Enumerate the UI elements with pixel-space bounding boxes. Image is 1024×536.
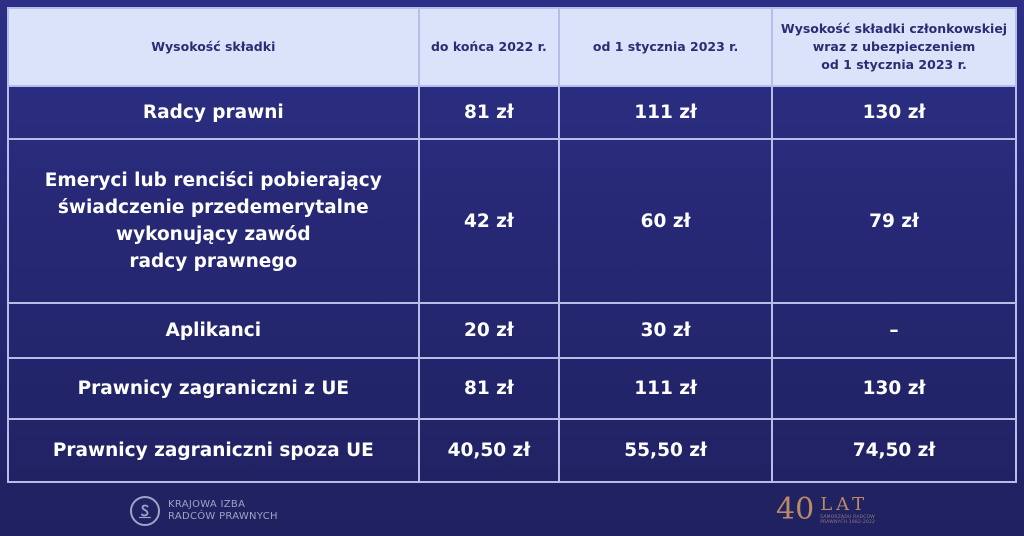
anniversary-text: LAT SAMORZĄDU RADCÓW PRAWNYCH 1982-2022 xyxy=(820,494,876,526)
anniversary-number: 40 xyxy=(776,493,814,527)
cell-until-2022: 20 zł xyxy=(417,302,561,360)
anniversary-word: LAT xyxy=(820,494,869,515)
header-contribution-amount: Wysokość składki xyxy=(7,7,420,87)
cell-from-2023: 111 zł xyxy=(558,85,774,140)
kirp-seal-icon xyxy=(130,496,160,526)
cell-with-insurance: 130 zł xyxy=(771,357,1017,421)
anniversary-subtitle: SAMORZĄDU RADCÓW PRAWNYCH 1982-2022 xyxy=(820,515,876,525)
cell-from-2023: 60 zł xyxy=(558,137,774,305)
cell-from-2023: 111 zł xyxy=(558,357,774,421)
row-label: Aplikanci xyxy=(7,302,420,360)
cell-with-insurance: 130 zł xyxy=(771,85,1017,140)
cell-until-2022: 81 zł xyxy=(417,85,561,140)
kirp-logo-line2: RADCÓW PRAWNYCH xyxy=(168,511,278,522)
cell-with-insurance: 74,50 zł xyxy=(771,418,1017,483)
cell-until-2022: 40,50 zł xyxy=(417,418,561,483)
kirp-logo-line1: KRAJOWA IZBA xyxy=(168,499,246,510)
anniversary-logo: 40 LAT SAMORZĄDU RADCÓW PRAWNYCH 1982-20… xyxy=(776,488,875,532)
cell-with-insurance: – xyxy=(771,302,1017,360)
row-label: Radcy prawni xyxy=(7,85,420,140)
cell-from-2023: 30 zł xyxy=(558,302,774,360)
table-row: Prawnicy zagraniczni z UE 81 zł 111 zł 1… xyxy=(7,357,1017,421)
table-row: Prawnicy zagraniczni spoza UE 40,50 zł 5… xyxy=(7,418,1017,483)
cell-until-2022: 42 zł xyxy=(417,137,561,305)
anniversary-number-text: 40 xyxy=(776,492,815,527)
row-label: Prawnicy zagraniczni spoza UE xyxy=(7,418,420,483)
cell-until-2022: 81 zł xyxy=(417,357,561,421)
table-header-row: Wysokość składki do końca 2022 r. od 1 s… xyxy=(7,7,1017,87)
row-label: Prawnicy zagraniczni z UE xyxy=(7,357,420,421)
contribution-table-wrapper: Wysokość składki do końca 2022 r. od 1 s… xyxy=(7,7,1017,483)
kirp-logo-text: KRAJOWA IZBA RADCÓW PRAWNYCH xyxy=(168,499,278,523)
contribution-table: Wysokość składki do końca 2022 r. od 1 s… xyxy=(7,7,1017,483)
cell-with-insurance: 79 zł xyxy=(771,137,1017,305)
kirp-logo: KRAJOWA IZBA RADCÓW PRAWNYCH xyxy=(130,494,278,528)
table-row: Aplikanci 20 zł 30 zł – xyxy=(7,302,1017,360)
row-label: Emeryci lub renciści pobierający świadcz… xyxy=(7,137,420,305)
table-row: Emeryci lub renciści pobierający świadcz… xyxy=(7,137,1017,305)
cell-from-2023: 55,50 zł xyxy=(558,418,774,483)
table-row: Radcy prawni 81 zł 111 zł 130 zł xyxy=(7,85,1017,140)
header-from-jan-2023: od 1 stycznia 2023 r. xyxy=(558,7,774,87)
header-with-insurance-from-jan-2023: Wysokość składki członkowskiej wraz z ub… xyxy=(771,7,1017,87)
header-until-end-2022: do końca 2022 r. xyxy=(417,7,561,87)
